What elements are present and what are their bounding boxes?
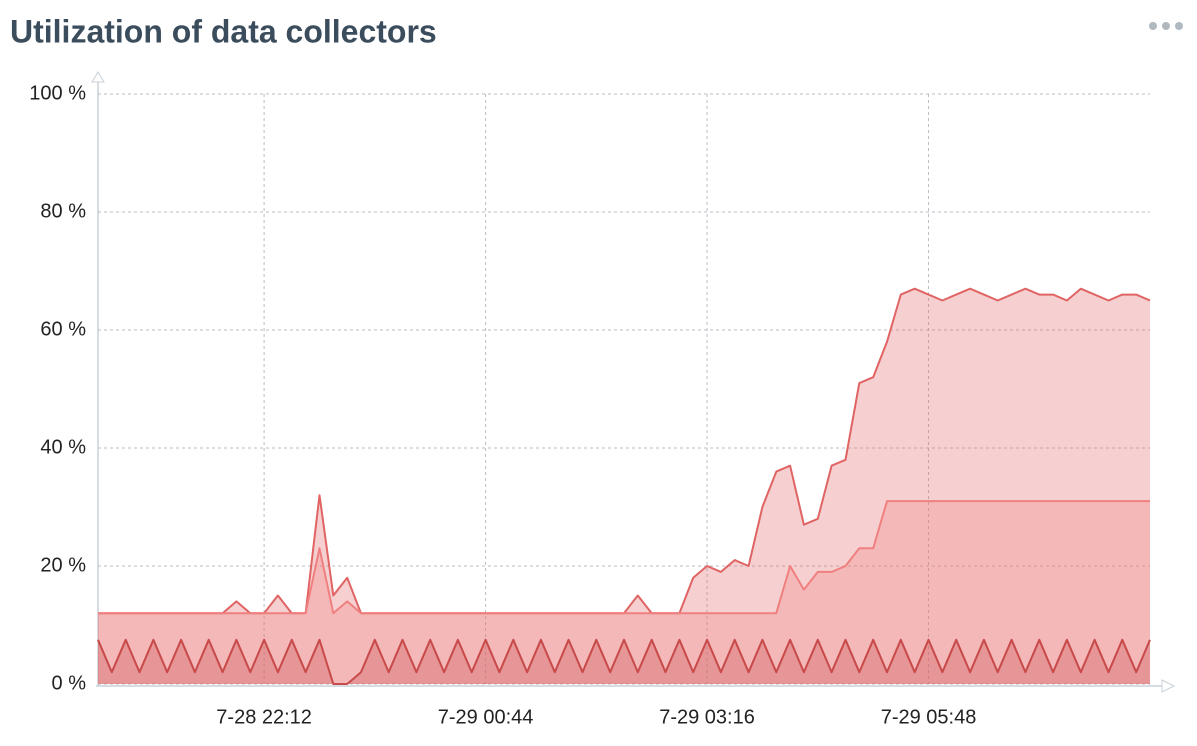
x-tick-label: 7-29 00:44 <box>438 706 534 728</box>
x-axis-arrow <box>1161 679 1176 693</box>
series-area <box>98 288 1150 684</box>
series-area <box>98 501 1150 684</box>
y-axis-arrow <box>91 71 105 83</box>
x-tick-label: 7-29 05:48 <box>881 706 977 728</box>
x-tick-label: 7-28 22:12 <box>216 706 312 728</box>
y-tick-label: 60 % <box>40 318 86 340</box>
y-tick-label: 100 % <box>29 82 86 104</box>
y-tick-label: 80 % <box>40 200 86 222</box>
grid <box>98 93 1150 685</box>
y-tick-label: 0 % <box>52 672 87 694</box>
x-tick-label: 7-29 03:16 <box>659 706 755 728</box>
y-tick-label: 20 % <box>40 554 86 576</box>
chart-title: Utilization of data collectors <box>10 13 437 49</box>
menu-icon[interactable] <box>1149 22 1183 30</box>
series-line <box>98 500 1150 615</box>
y-tick-label: 40 % <box>40 436 86 458</box>
series-line <box>97 638 1151 685</box>
